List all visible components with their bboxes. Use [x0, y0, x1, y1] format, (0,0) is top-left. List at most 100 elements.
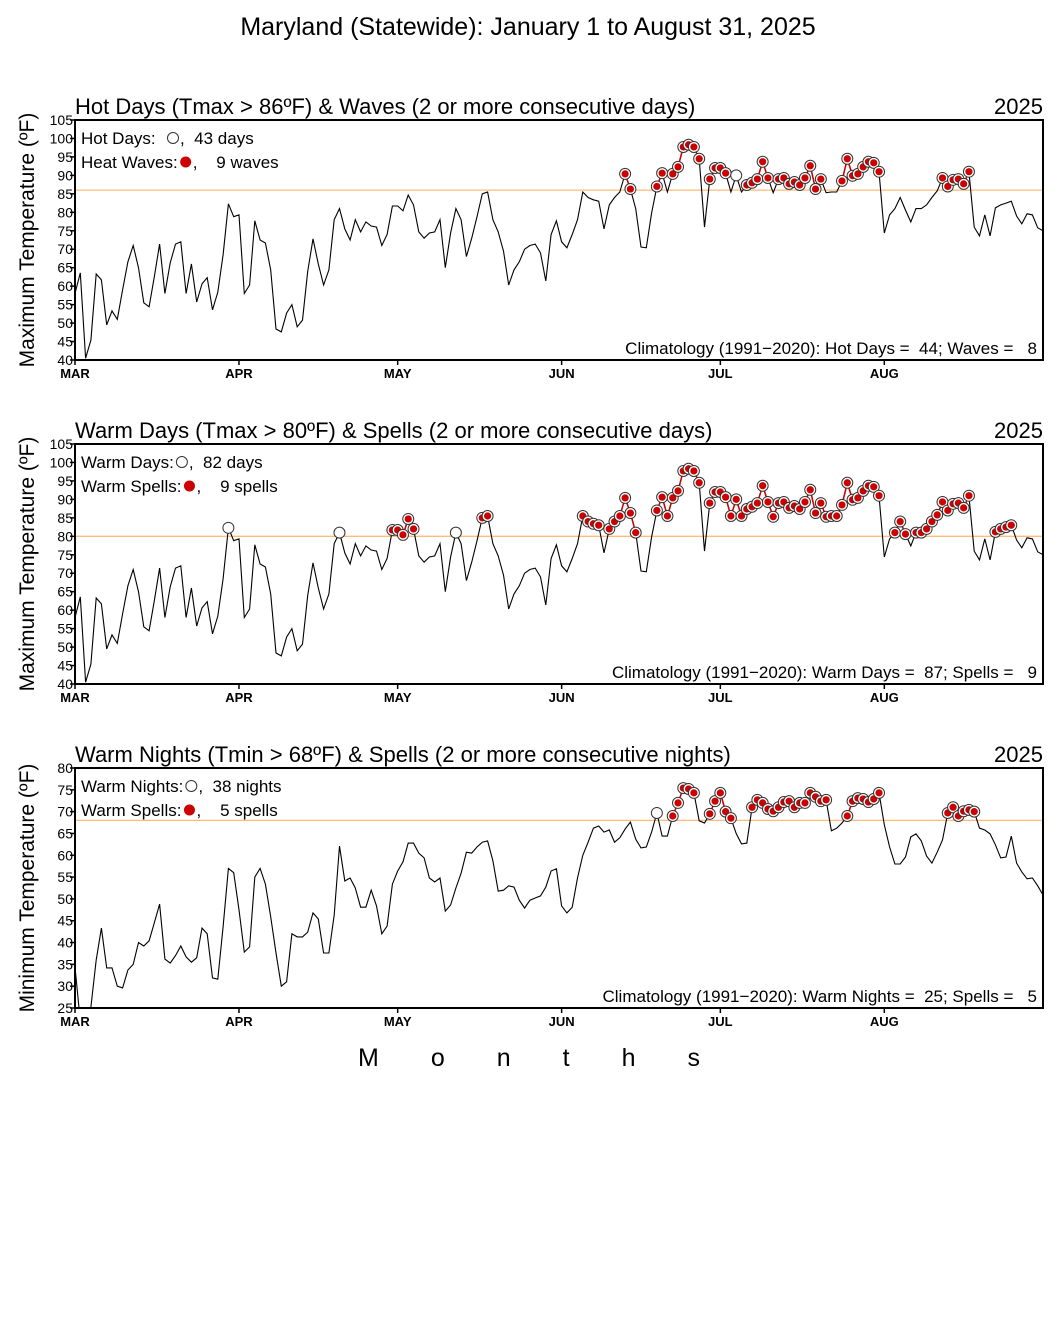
panels: Hot Days (Tmax > 86ºF) & Waves (2 or mor…: [16, 94, 1044, 1029]
spell-day-dot: [843, 479, 851, 487]
spell-day-dot: [854, 170, 862, 178]
spell-day-dot: [764, 498, 772, 506]
spell-day-dot: [409, 525, 418, 533]
spell-day-dot: [727, 512, 735, 520]
y-tick-label: 100: [50, 130, 74, 146]
y-tick-label: 90: [57, 167, 73, 183]
spell-day-dot: [838, 177, 846, 185]
spell-day-dot: [965, 492, 973, 500]
spell-day-dot: [632, 529, 640, 537]
spell-day-dot: [838, 501, 846, 509]
spell-day-dot: [737, 512, 746, 520]
y-tick-label: 40: [57, 935, 73, 951]
spell-day-dot: [806, 162, 814, 170]
spell-day-dot: [833, 512, 841, 520]
y-tick-label: 80: [57, 760, 73, 776]
y-tick-label: 80: [57, 204, 73, 220]
spell-day-dot: [653, 506, 661, 515]
x-tick-label: JUN: [549, 690, 575, 705]
x-tick-label: MAY: [384, 690, 412, 705]
y-tick-label: 65: [57, 584, 73, 600]
y-tick-label: 50: [57, 639, 73, 655]
spell-day-dot: [891, 529, 899, 537]
y-tick-label: 95: [57, 149, 73, 165]
temperature-line: [75, 787, 1043, 1008]
spell-day-dot: [483, 512, 492, 520]
x-tick-label: APR: [225, 690, 253, 705]
plot-frame: [74, 767, 1044, 1009]
spell-day-dot: [605, 525, 613, 533]
spell-day-dot: [595, 521, 603, 529]
spell-day-dot: [870, 483, 878, 491]
panel-year: 2025: [994, 94, 1043, 119]
panel-title: Warm Days (Tmax > 80ºF) & Spells (2 or m…: [75, 418, 712, 443]
spell-day-dot: [759, 482, 767, 490]
legend-value: , 5 spells: [196, 801, 277, 820]
spell-day-dot: [626, 509, 635, 517]
spell-day-dot: [626, 185, 635, 193]
event-day-marker: [222, 521, 235, 534]
plot-frame: [74, 119, 1044, 361]
spell-day-dot: [769, 513, 777, 521]
panel-1: Hot Days (Tmax > 86ºF) & Waves (2 or mor…: [16, 94, 1044, 381]
open-circle-icon: [185, 780, 198, 792]
spell-day-dot: [674, 163, 682, 171]
plot-frame: [74, 443, 1044, 685]
spell-day-dot: [901, 530, 910, 538]
temperature-line: [75, 468, 1043, 683]
x-tick-label: JUN: [549, 366, 575, 381]
y-tick-label: 50: [57, 891, 73, 907]
spell-day-dot: [669, 812, 677, 820]
y-tick-label: 30: [57, 978, 73, 994]
spell-day-dot: [732, 495, 740, 503]
y-tick-label: 95: [57, 473, 73, 489]
spell-day-dot: [965, 168, 973, 176]
y-tick-label: 40: [57, 676, 73, 692]
y-tick-label: 25: [57, 1000, 73, 1016]
x-tick-label: MAY: [384, 366, 412, 381]
red-dot-icon: [183, 804, 195, 816]
spell-day-dot: [817, 499, 825, 507]
x-tick-label: MAR: [60, 366, 90, 381]
y-tick-label: 85: [57, 186, 73, 202]
spell-day-dot: [811, 185, 820, 193]
legend-label: Warm Spells:: [81, 477, 181, 496]
spell-day-dot: [764, 174, 772, 182]
spell-day-dot: [706, 810, 714, 818]
spell-day-dot: [748, 803, 756, 811]
spell-day-dot: [658, 493, 666, 501]
spell-day-dot: [875, 492, 883, 500]
spell-day-dot: [949, 803, 957, 811]
y-tick-label: 65: [57, 260, 73, 276]
spell-day-dot: [716, 789, 724, 797]
panel-year: 2025: [994, 742, 1043, 767]
spell-day-dot: [875, 789, 883, 797]
spell-day-dot: [727, 814, 735, 822]
y-tick-label: 105: [50, 112, 74, 128]
spell-day-dot: [621, 170, 629, 178]
event-day-marker: [333, 526, 346, 539]
y-tick-label: 100: [50, 454, 74, 470]
y-tick-label: 60: [57, 602, 73, 618]
spell-day-dot: [854, 494, 862, 502]
spell-day-dot: [870, 159, 878, 167]
spell-day-dot: [801, 498, 809, 506]
y-tick-label: 55: [57, 621, 73, 637]
spell-day-dot: [970, 808, 978, 816]
y-tick-label: 75: [57, 782, 73, 798]
spell-day-dot: [399, 531, 407, 539]
spell-day-dot: [695, 155, 703, 163]
spell-day-dot: [817, 175, 825, 183]
x-tick-label: MAR: [60, 690, 90, 705]
spell-day-dot: [923, 525, 931, 533]
x-tick-label: JUL: [708, 1014, 733, 1029]
y-tick-label: 85: [57, 510, 73, 526]
spell-day-dot: [658, 169, 666, 177]
page-title: Maryland (Statewide): January 1 to Augus…: [240, 13, 815, 41]
red-dot-icon: [180, 156, 192, 168]
spell-day-dot: [875, 168, 883, 176]
legend-value: , 43 days: [180, 129, 254, 148]
x-axis-label: Months: [358, 1044, 752, 1072]
panel-3: Warm Nights (Tmin > 68ºF) & Spells (2 or…: [16, 742, 1044, 1029]
